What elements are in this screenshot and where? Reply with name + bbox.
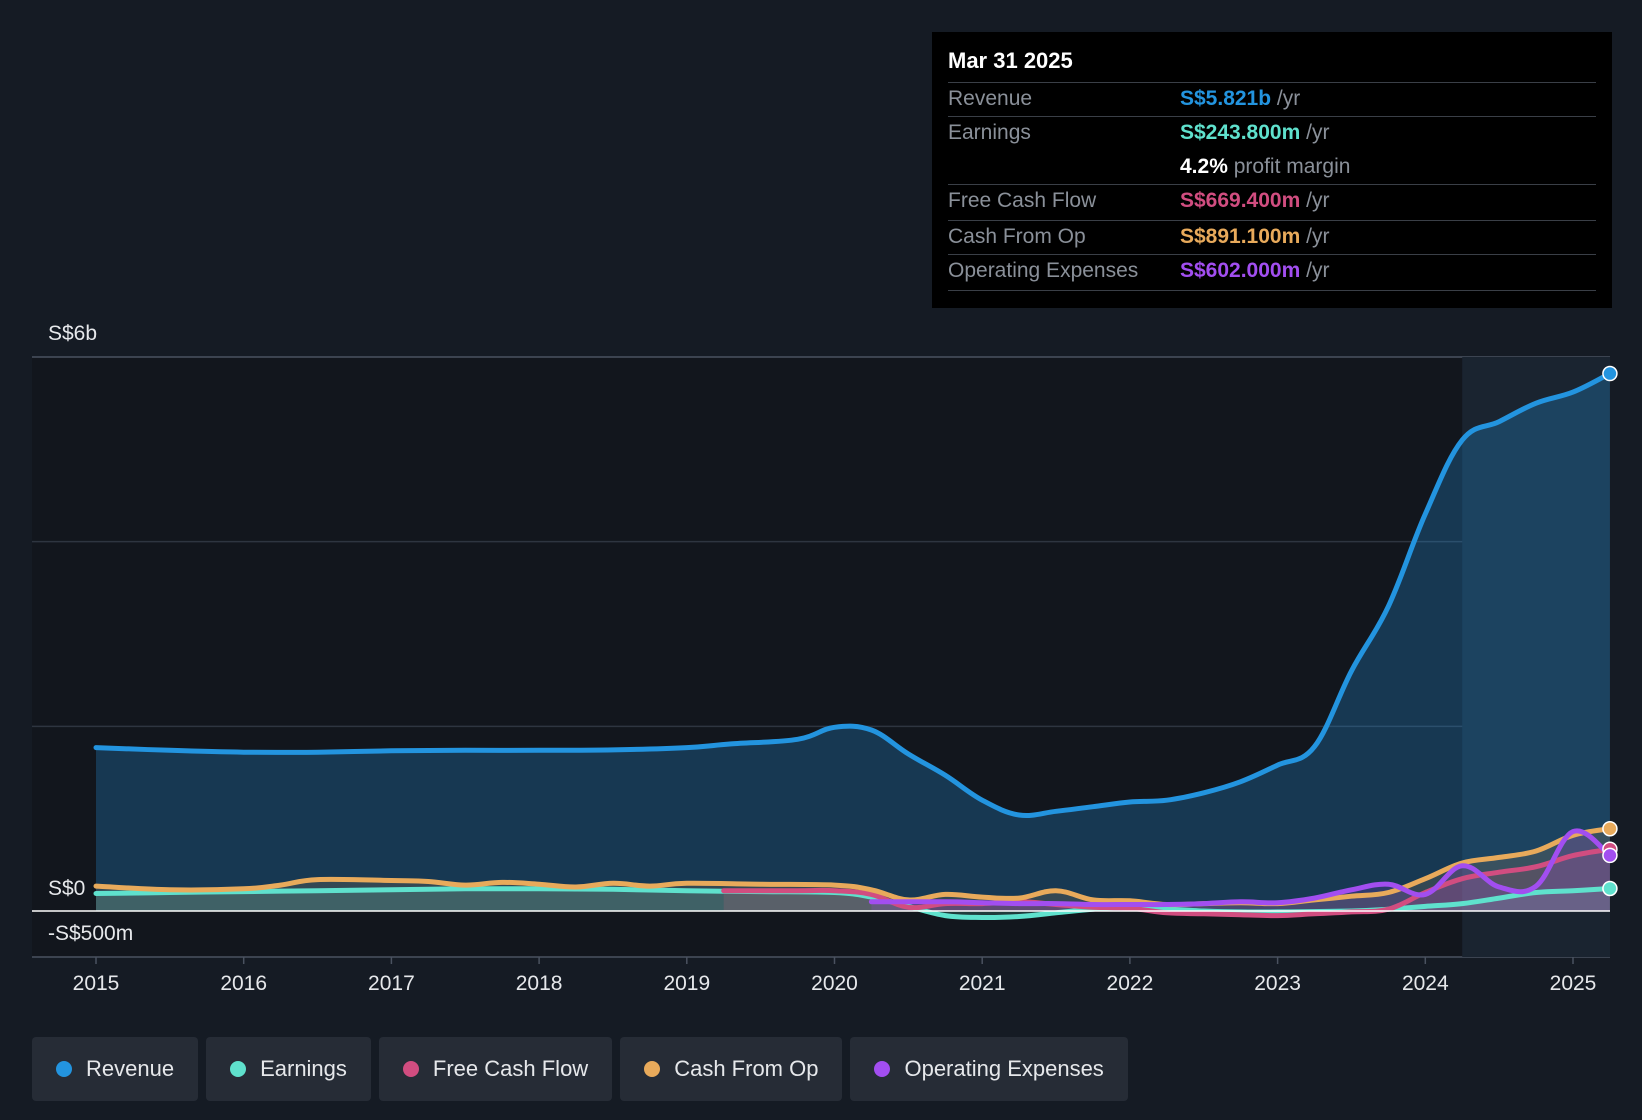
legend-label: Operating Expenses <box>904 1056 1104 1081</box>
y-label-zero: S$0 <box>48 877 85 900</box>
legend-item-operating-expenses[interactable]: Operating Expenses <box>850 1037 1128 1101</box>
tooltip-row-cfo: Cash From Op S$891.100m /yr <box>948 220 1596 255</box>
revenue-end-marker[interactable] <box>1602 365 1618 382</box>
y-label-top: S$6b <box>48 322 97 345</box>
legend-label: Earnings <box>260 1056 347 1081</box>
legend-item-earnings[interactable]: Earnings <box>206 1037 371 1101</box>
tooltip-divider <box>948 290 1596 291</box>
grid-lines <box>32 356 1610 958</box>
x-tick-label: 2025 <box>1550 972 1597 995</box>
x-tick-label: 2020 <box>811 972 858 995</box>
earnings-line <box>93 886 1613 921</box>
legend-label: Revenue <box>86 1056 175 1081</box>
earnings-end-marker[interactable] <box>1602 880 1618 897</box>
x-axis-ticks: 2015 2016 2017 2018 2019 2020 2021 2022 2023 2024… <box>73 957 1597 995</box>
tooltip-row-earnings: Earnings S$243.800m /yr 4.2% profit marg… <box>948 116 1596 185</box>
operating-expenses-line <box>868 828 1613 908</box>
x-tick-label: 2023 <box>1254 972 1301 995</box>
revenue-area <box>96 373 1610 911</box>
x-tick-label: 2022 <box>1107 972 1154 995</box>
operating-expenses-dot-icon <box>874 1061 891 1077</box>
legend-label: Cash From Op <box>674 1056 819 1081</box>
free-cash-flow-dot-icon <box>402 1061 419 1077</box>
tooltip-row-revenue: Revenue S$5.821b /yr <box>948 82 1596 117</box>
series-end-markers <box>1602 365 1618 897</box>
free-cash-flow-line <box>721 846 1613 919</box>
revenue-dot-icon <box>56 1061 72 1077</box>
plot-background <box>32 357 1610 957</box>
tooltip-label: Cash From Op <box>948 225 1086 248</box>
tooltip-value: S$669.400m /yr <box>1180 189 1330 212</box>
cash-from-op-dot-icon <box>644 1061 661 1077</box>
legend-item-free-cash-flow[interactable]: Free Cash Flow <box>378 1037 613 1101</box>
free-cash-flow-area <box>723 849 1610 916</box>
x-tick-label: 2018 <box>516 972 563 995</box>
x-tick-label: 2019 <box>663 972 710 995</box>
tooltip-label: Free Cash Flow <box>948 189 1097 212</box>
cash-from-op-line <box>93 826 1613 908</box>
operating-expenses-end-marker[interactable] <box>1602 847 1618 864</box>
series-lines <box>32 371 1613 921</box>
legend-label: Free Cash Flow <box>432 1056 589 1081</box>
tooltip-profit-margin: 4.2% profit margin <box>1180 155 1351 178</box>
tooltip-row-fcf: Free Cash Flow S$669.400m /yr <box>948 184 1596 221</box>
tooltip-date: Mar 31 2025 <box>948 48 1073 73</box>
legend: Revenue Earnings Free Cash Flow Cash Fro… <box>32 1037 1128 1101</box>
earnings-dot-icon <box>230 1061 247 1077</box>
x-tick-label: 2017 <box>368 972 415 995</box>
x-tick-label: 2024 <box>1402 972 1449 995</box>
tooltip-label: Earnings <box>948 121 1031 144</box>
tooltip-label: Revenue <box>948 87 1033 110</box>
tooltip-value: S$243.800m /yr <box>1180 121 1330 144</box>
tooltip-label: Operating Expenses <box>948 259 1139 282</box>
tooltip-value: S$602.000m /yr <box>1180 259 1330 282</box>
x-tick-label: 2021 <box>959 972 1006 995</box>
cash-from-op-end-marker[interactable] <box>1602 820 1618 837</box>
y-label-bottom: -S$500m <box>48 922 133 945</box>
tooltip-value: S$891.100m /yr <box>1180 225 1330 248</box>
x-tick-label: 2015 <box>73 972 120 995</box>
legend-item-cash-from-op[interactable]: Cash From Op <box>620 1037 843 1101</box>
revenue-line <box>93 371 1613 818</box>
x-tick-label: 2016 <box>220 972 267 995</box>
tooltip-value: S$5.821b /yr <box>1180 87 1301 110</box>
data-tooltip: Mar 31 2025 Revenue S$5.821b /yr Earning… <box>932 32 1612 308</box>
legend-item-revenue[interactable]: Revenue <box>32 1037 199 1101</box>
tooltip-row-opex: Operating Expenses S$602.000m /yr <box>948 254 1596 289</box>
